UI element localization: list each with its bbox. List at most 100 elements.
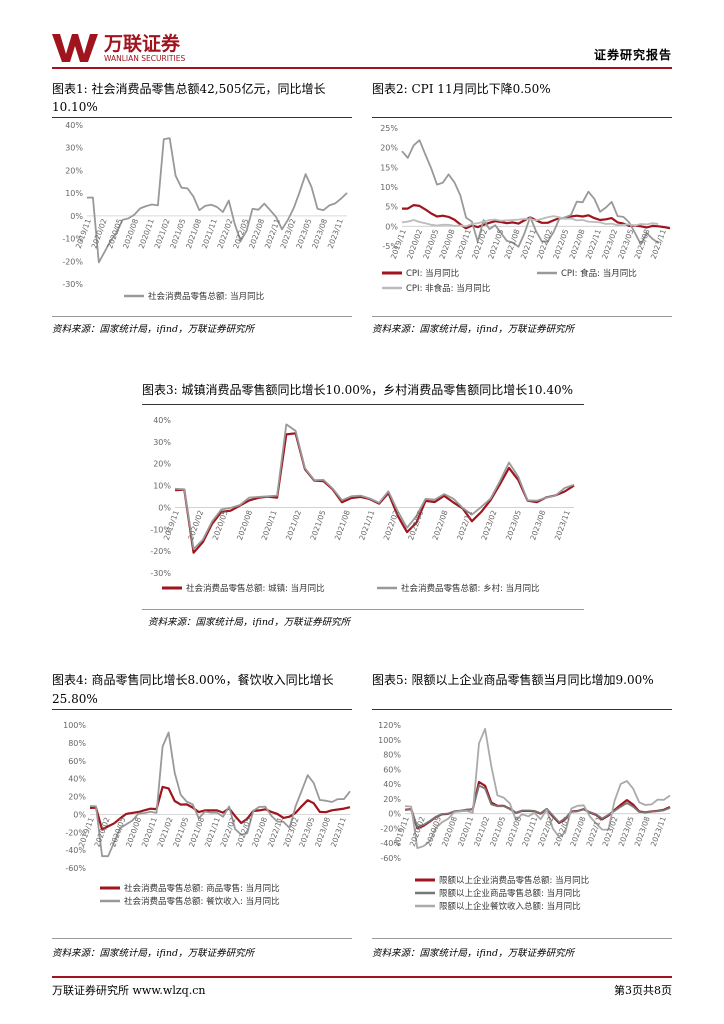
y-tick-label: 80% <box>68 739 86 748</box>
fig4-bottom-rule <box>52 938 352 939</box>
legend-label: 社会消费品零售总额: 餐饮收入: 当月同比 <box>124 896 280 907</box>
legend-label: CPI: 食品: 当月同比 <box>561 268 637 279</box>
x-date-label: 2023/11 <box>649 815 668 848</box>
y-tick-label: -30% <box>62 280 83 289</box>
x-date-label: 2020/05 <box>211 509 230 542</box>
x-date-label: 2023/11 <box>553 509 572 542</box>
series-line-1 <box>89 785 351 831</box>
y-tick-label: -40% <box>65 846 86 855</box>
legend-label: CPI: 当月同比 <box>406 268 459 279</box>
series-line-2 <box>401 139 659 248</box>
y-tick-label: -20% <box>65 828 86 837</box>
y-tick-label: 30% <box>65 144 83 153</box>
y-tick-label: 20% <box>68 793 86 802</box>
y-tick-label: -10% <box>62 235 83 244</box>
x-date-label: 2021/08 <box>333 509 352 542</box>
fig1-source: 资料来源：国家统计局，ifind，万联证券研究所 <box>52 324 255 335</box>
y-tick-label: -10% <box>150 525 171 534</box>
fig4-chart: 100%80%60%40%20%0%-20%-40%-60%2019/11202… <box>63 721 351 907</box>
fig1-title-line1: 图表1: 社会消费品零售总额42,505亿元，同比增长 <box>52 82 326 96</box>
series-line-1 <box>86 137 348 264</box>
y-tick-label: 5% <box>385 203 398 212</box>
series-line-3 <box>404 727 671 850</box>
x-date-label: 2020/11 <box>260 509 279 542</box>
fig4-source: 资料来源：国家统计局，ifind，万联证券研究所 <box>52 948 255 959</box>
y-tick-label: -20% <box>150 547 171 556</box>
x-date-label: 2023/05 <box>504 509 523 542</box>
y-tick-label: -30% <box>150 569 171 578</box>
series-line-2 <box>404 784 671 828</box>
fig3-top-rule <box>142 404 584 405</box>
x-date-label: 2021/05 <box>308 509 327 542</box>
y-tick-label: 120% <box>378 721 401 730</box>
x-date-label: 2022/02 <box>382 509 401 542</box>
fig1-chart: 40%30%20%10%0%-10%-20%-30%2019/112020/02… <box>62 121 348 302</box>
y-tick-label: 20% <box>383 795 401 804</box>
y-tick-label: 20% <box>153 460 171 469</box>
series-line-2 <box>89 731 351 858</box>
fig1-title-line2: 10.10% <box>52 100 98 114</box>
y-tick-label: 0% <box>385 222 398 231</box>
y-tick-label: 20% <box>380 144 398 153</box>
fig3-chart: 40%30%20%10%0%-10%-20%-30%2019/11 2020/02… <box>150 416 575 594</box>
fig3-source: 资料来源：国家统计局，ifind，万联证券研究所 <box>148 617 351 628</box>
y-tick-label: 20% <box>65 166 83 175</box>
y-tick-label: -40% <box>380 839 401 848</box>
brand-cn: 万联证券 <box>103 32 181 55</box>
x-date-label: 2023/11 <box>329 816 348 849</box>
fig5-top-rule <box>372 709 672 710</box>
x-date-label: 2020/08 <box>235 509 254 542</box>
y-tick-label: 80% <box>383 751 401 760</box>
fig5-bottom-rule <box>372 938 672 939</box>
doc-type: 证券研究报告 <box>593 48 672 62</box>
legend-label: 社会消费品零售总额: 商品零售: 当月同比 <box>124 883 280 894</box>
y-tick-label: 30% <box>153 438 171 447</box>
y-tick-label: 40% <box>153 416 171 425</box>
y-tick-label: 10% <box>65 189 83 198</box>
x-date-label: 2023/11 <box>326 217 345 250</box>
legend-label: 社会消费品零售总额: 城镇: 当月同比 <box>186 583 325 594</box>
fig5-title: 图表5: 限额以上企业商品零售额当月同比增加9.00% <box>372 673 654 687</box>
y-tick-label: 25% <box>380 124 398 133</box>
footer-page: 第3页共8页 <box>614 984 672 997</box>
y-tick-label: -20% <box>380 824 401 833</box>
fig2-bottom-rule <box>372 316 672 317</box>
y-tick-label: 10% <box>380 183 398 192</box>
legend-label: 限额以上企业消费品零售总额: 当月同比 <box>439 875 589 886</box>
y-tick-label: 15% <box>380 163 398 172</box>
brand-en: WANLIAN SECURITIES <box>104 54 185 63</box>
footer-org: 万联证券研究所 www.wlzq.cn <box>52 984 206 997</box>
series-line-3 <box>401 215 659 228</box>
legend-label: 社会消费品零售总额: 当月同比 <box>148 291 264 302</box>
y-tick-label: 100% <box>378 736 401 745</box>
x-date-label: 2023/11 <box>649 228 668 261</box>
legend-label: CPI: 非食品: 当月同比 <box>406 283 490 294</box>
legend-label: 限额以上企业餐饮收入总额: 当月同比 <box>439 901 581 912</box>
x-date-label: 2022/11 <box>455 509 474 542</box>
y-tick-label: 0% <box>158 503 171 512</box>
legend-label: 限额以上企业商品零售总额: 当月同比 <box>439 888 581 899</box>
y-tick-label: 60% <box>383 765 401 774</box>
logo-w-mark <box>52 34 98 62</box>
y-tick-label: 0% <box>388 810 401 819</box>
fig2-top-rule <box>372 117 672 118</box>
y-tick-label: -60% <box>380 854 401 863</box>
footer-rule <box>52 976 672 978</box>
fig1-top-rule <box>52 117 352 118</box>
x-date-label: 2023/02 <box>479 509 498 542</box>
x-date-label: 2022/08 <box>431 509 450 542</box>
x-date-label: 2021/02 <box>284 509 303 542</box>
y-tick-label: 40% <box>65 121 83 130</box>
fig4-top-rule <box>52 709 352 710</box>
fig2-source: 资料来源：国家统计局，ifind，万联证券研究所 <box>372 324 575 335</box>
y-tick-label: 60% <box>68 757 86 766</box>
fig3-bottom-rule <box>142 609 584 610</box>
y-tick-label: -5% <box>382 242 398 251</box>
legend-label: 社会消费品零售总额: 乡村: 当月同比 <box>401 583 540 594</box>
x-date-label: 2021/11 <box>357 509 376 542</box>
y-tick-label: 40% <box>68 775 86 784</box>
fig3-title: 图表3: 城镇消费品零售额同比增长10.00%，乡村消费品零售额同比增长10.4… <box>142 383 574 397</box>
y-tick-label: 0% <box>73 810 86 819</box>
series-line-2 <box>174 423 575 550</box>
fig2-title: 图表2: CPI 11月同比下降0.50% <box>372 82 551 96</box>
